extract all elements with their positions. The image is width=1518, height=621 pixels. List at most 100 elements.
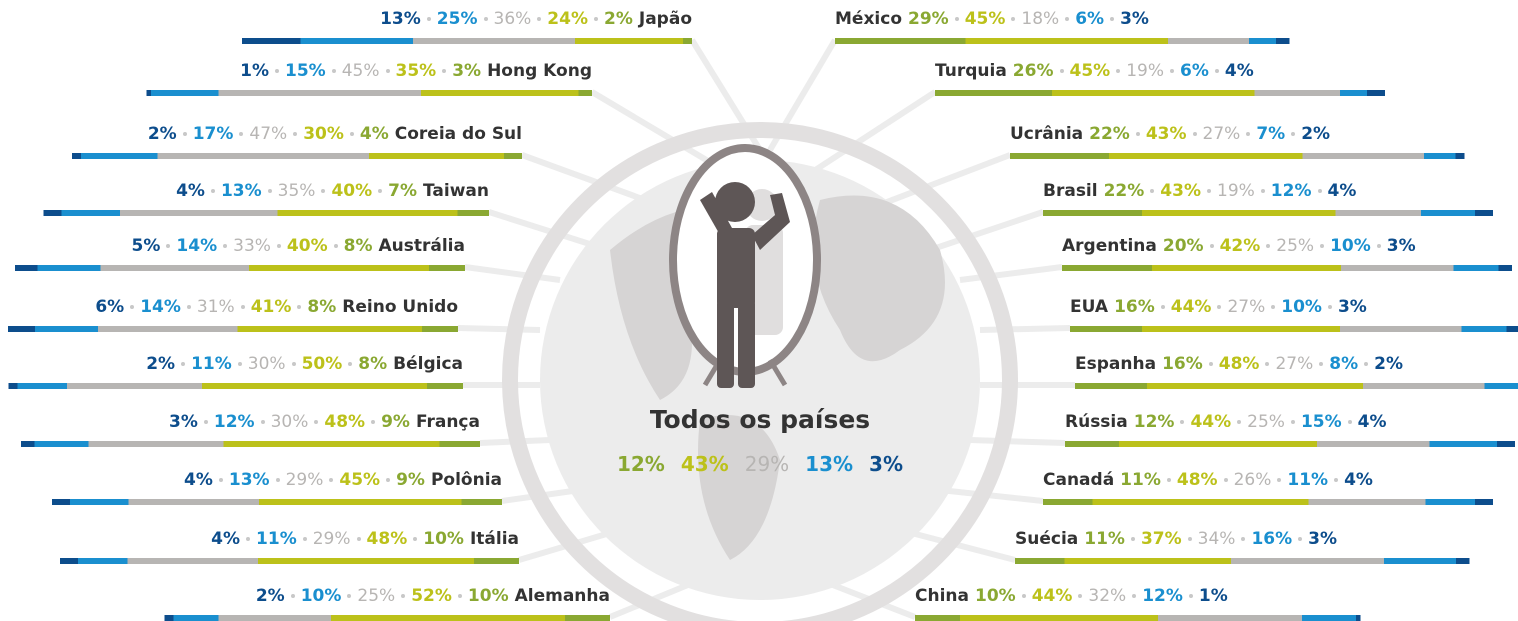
separator — [1166, 478, 1171, 482]
value-label: 3% — [1120, 9, 1149, 29]
bar-segment — [504, 153, 522, 159]
value-label: 3% — [1308, 529, 1338, 549]
separator — [182, 132, 187, 136]
value-label: 35% — [395, 61, 437, 81]
separator — [290, 594, 295, 598]
bar-segment — [173, 615, 219, 621]
bar-segment — [72, 153, 81, 159]
value-label: 30% — [270, 412, 309, 432]
value-label: 3% — [1337, 297, 1367, 317]
bar-segment — [21, 441, 35, 447]
separator — [378, 189, 383, 193]
separator — [386, 478, 391, 482]
separator — [291, 362, 296, 366]
value-label: 9% — [396, 470, 425, 490]
row-label: Suécia 11% 37% 34% 16% 3% — [1015, 528, 1337, 550]
row-label: 4% 11% 29% 48% 10% Itália — [211, 528, 519, 550]
bar-segment — [1453, 265, 1499, 271]
bar-segment — [457, 210, 489, 216]
country: Hong Kong — [487, 61, 592, 81]
value-label: 44% — [1031, 586, 1073, 606]
separator — [203, 420, 208, 424]
bar-segment — [1142, 326, 1340, 332]
bar-segment — [1065, 441, 1119, 447]
value-label: 25% — [436, 9, 478, 29]
bar-segment — [1475, 210, 1493, 216]
row-label: 1% 15% 45% 35% 3% Hong Kong — [240, 60, 592, 82]
person — [700, 182, 790, 388]
value-label: 13% — [380, 9, 421, 29]
bar-segment — [1062, 265, 1152, 271]
separator — [130, 305, 135, 309]
separator — [1116, 69, 1121, 73]
bar-segment — [43, 210, 62, 216]
separator — [356, 537, 361, 541]
country: China — [915, 586, 969, 606]
bar-segment — [565, 615, 610, 621]
bar-segment — [1424, 153, 1456, 159]
separator — [1214, 69, 1219, 73]
separator — [1170, 69, 1174, 73]
bar-segment — [35, 326, 98, 332]
separator — [1059, 69, 1064, 73]
value-label: 16% — [1251, 529, 1293, 549]
bar-segment — [461, 499, 502, 505]
value-label: 14% — [140, 297, 181, 317]
separator — [1207, 189, 1211, 193]
value-label: 11% — [1287, 470, 1329, 490]
value-label: 13% — [228, 470, 270, 490]
value-label: 40% — [331, 181, 373, 201]
separator — [1208, 362, 1213, 366]
country: França — [415, 412, 480, 432]
row-label: 2% 10% 25% 52% 10% Alemanha — [256, 585, 610, 607]
value-label: 40% — [286, 236, 328, 256]
row-label: 4% 13% 29% 45% 9% Polônia — [184, 469, 502, 491]
summary-value: 3% — [869, 452, 904, 476]
country: Brasil — [1043, 181, 1098, 201]
bar-segment — [277, 210, 458, 216]
bar-segment — [578, 90, 592, 96]
value-label: 26% — [1233, 470, 1272, 490]
value-label: 7% — [388, 181, 418, 201]
separator — [347, 594, 352, 598]
separator — [1078, 594, 1083, 598]
value-label: 11% — [1120, 470, 1161, 490]
bar-segment — [1158, 615, 1302, 621]
separator — [1327, 305, 1332, 309]
separator — [1192, 132, 1197, 136]
value-label: 11% — [191, 354, 232, 374]
separator — [166, 244, 171, 248]
continent — [698, 415, 780, 560]
value-label: 2% — [146, 354, 176, 374]
separator — [1180, 420, 1185, 424]
separator — [1237, 420, 1242, 424]
bar-segment — [1421, 210, 1475, 216]
country: Reino Unido — [342, 297, 458, 317]
value-label: 13% — [220, 181, 262, 201]
value-label: 44% — [1170, 297, 1212, 317]
separator — [1364, 362, 1369, 366]
separator — [1265, 362, 1270, 366]
value-label: 27% — [1275, 354, 1314, 374]
separator — [371, 420, 376, 424]
country: México — [835, 9, 902, 29]
value-label: 6% — [95, 297, 125, 317]
value-label: 22% — [1103, 181, 1145, 201]
separator — [1271, 305, 1276, 309]
country: Ucrânia — [1010, 124, 1084, 144]
bar-segment — [1109, 153, 1303, 159]
separator — [260, 420, 265, 424]
bar-segment — [422, 326, 458, 332]
separator — [1291, 132, 1296, 136]
value-label: 2% — [1301, 124, 1331, 144]
bar-segment — [146, 90, 151, 96]
value-label: 9% — [381, 412, 410, 432]
bar-segment — [1015, 558, 1065, 564]
row-label: 4% 13% 35% 40% 7% Taiwan — [176, 180, 489, 202]
value-label: 8% — [343, 236, 373, 256]
value-label: 19% — [1126, 61, 1164, 81]
separator — [1135, 132, 1140, 136]
bar-segment — [1064, 558, 1231, 564]
separator — [186, 305, 191, 309]
value-label: 10% — [1330, 236, 1371, 256]
